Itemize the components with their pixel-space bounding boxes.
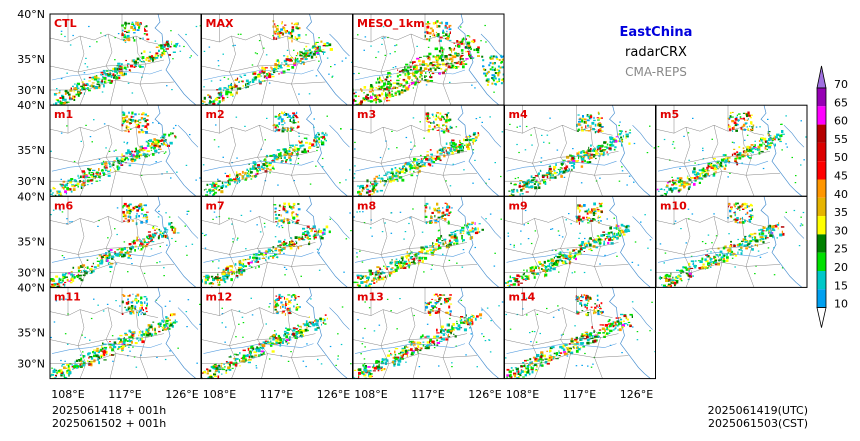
panel-label: m4 (509, 108, 528, 121)
panel-label: m2 (206, 108, 225, 121)
colorbar-tick-label: 20 (834, 261, 848, 274)
lat-tick-label: 40°N (17, 282, 45, 295)
panel-label: m6 (54, 199, 73, 212)
panel-MAX: MAX (201, 13, 353, 106)
panel-label: m8 (357, 199, 376, 212)
colorbar-tick-label: 10 (834, 298, 848, 311)
panel-m6: m6 (49, 195, 202, 288)
colorbar-segment (817, 289, 826, 308)
panel-m9: m9 (504, 195, 656, 288)
panel-grid: CTL MAX MESO_1km m1 m2 m3 m4 m5 m6 m7 m8 m9 m10 m11 m1… (49, 13, 808, 380)
panel-label: m12 (206, 291, 233, 304)
colorbar-segment (817, 124, 826, 143)
lon-tick-label: 108°E (51, 388, 84, 401)
panel-m12: m12 (201, 287, 353, 380)
colorbar-tick-label: 25 (834, 243, 848, 256)
panel-label: m13 (357, 291, 384, 304)
lat-tick-label: 35°N (17, 144, 45, 157)
lon-tick-label: 126°E (317, 388, 350, 401)
lat-tick-label: 35°N (17, 327, 45, 340)
colorbar-tick-label: 65 (834, 96, 848, 109)
variable-title: radarCRX (625, 45, 687, 60)
colorbar-tick-label: 15 (834, 279, 848, 292)
lon-tick-label: 117°E (411, 388, 444, 401)
system-title: CMA-REPS (625, 65, 687, 79)
lat-tick-label: 40°N (17, 190, 45, 203)
panel-label: m11 (54, 291, 81, 304)
panel-label: m3 (357, 108, 376, 121)
panel-label: MESO_1km (357, 17, 425, 30)
lat-tick-label: 30°N (17, 84, 45, 97)
lon-tick-label: 126°E (165, 388, 198, 401)
colorbar-tick-label: 60 (834, 115, 848, 128)
colorbar-segment (817, 88, 826, 107)
colorbar-tick-label: 55 (834, 133, 848, 146)
lat-tick-label: 40°N (17, 99, 45, 112)
panel-m13: m13 (352, 287, 505, 380)
colorbar-segment (817, 106, 826, 125)
init-cst-line: 2025061502 + 001h (52, 417, 166, 430)
panel-m10: m10 (655, 195, 808, 288)
region-title: EastChina (620, 25, 693, 40)
colorbar-segment (817, 197, 826, 217)
panel-m3: m3 (352, 104, 505, 197)
colorbar-tick-label: 45 (834, 170, 848, 183)
colorbar-segment (817, 252, 826, 271)
lon-tick-label: 126°E (468, 388, 501, 401)
lon-tick-label: 108°E (203, 388, 236, 401)
init-utc-line: 2025061418 + 001h (52, 404, 166, 417)
colorbar-segment (817, 216, 826, 235)
colorbar-segment (817, 179, 826, 198)
valid-utc-time: 2025061419(UTC) (708, 404, 808, 417)
lon-tick-label: 117°E (108, 388, 141, 401)
lon-tick-label: 108°E (354, 388, 387, 401)
panel-label: m7 (206, 199, 225, 212)
panel-CTL: CTL (49, 13, 202, 106)
colorbar-tick-label: 70 (834, 78, 848, 91)
panel-label: m10 (660, 199, 687, 212)
colorbar-segment (817, 161, 826, 180)
colorbar: 10 15 20 25 30 35 40 45 50 55 60 65 70 (816, 65, 848, 328)
panel-m1: m1 (49, 104, 202, 197)
panel-m8: m8 (352, 195, 505, 288)
panel-m5: m5 (655, 104, 808, 197)
valid-cst-time: 2025061503(CST) (708, 417, 808, 430)
colorbar-tick-label: 40 (834, 188, 848, 201)
lat-tick-label: 40°N (17, 8, 45, 21)
panel-MESO_1km: MESO_1km (352, 13, 505, 106)
panel-label: m9 (509, 199, 528, 212)
colorbar-segment (817, 142, 826, 162)
panel-label: m5 (660, 108, 679, 121)
colorbar-segment (817, 234, 826, 253)
colorbar-tick-label: 30 (834, 224, 848, 237)
colorbar-tick-label: 50 (834, 151, 848, 164)
panel-label: MAX (206, 17, 234, 30)
lon-tick-label: 108°E (506, 388, 539, 401)
lon-tick-label: 117°E (260, 388, 293, 401)
colorbar-min-arrow (816, 307, 827, 328)
lon-tick-label: 126°E (620, 388, 653, 401)
lat-tick-label: 30°N (17, 358, 45, 371)
lat-tick-label: 30°N (17, 175, 45, 188)
colorbar-tick-label: 35 (834, 206, 848, 219)
lat-tick-label: 30°N (17, 266, 45, 279)
lat-tick-label: 35°N (17, 235, 45, 248)
lon-tick-label: 117°E (563, 388, 596, 401)
colorbar-segment (817, 271, 826, 290)
panel-m2: m2 (201, 104, 353, 197)
panel-m14: m14 (504, 287, 656, 380)
panel-label: m1 (54, 108, 73, 121)
panel-m7: m7 (201, 195, 353, 288)
panel-label: m14 (509, 291, 536, 304)
axis-labels: 40°N 35°N 30°N 40°N 35°N 30°N 40°N 35°N 30°N 40°N… (17, 8, 653, 401)
colorbar-max-arrow (816, 65, 827, 89)
panel-m11: m11 (49, 287, 202, 380)
panel-label: CTL (54, 17, 77, 30)
lat-tick-label: 35°N (17, 53, 45, 66)
panel-m4: m4 (504, 104, 656, 197)
